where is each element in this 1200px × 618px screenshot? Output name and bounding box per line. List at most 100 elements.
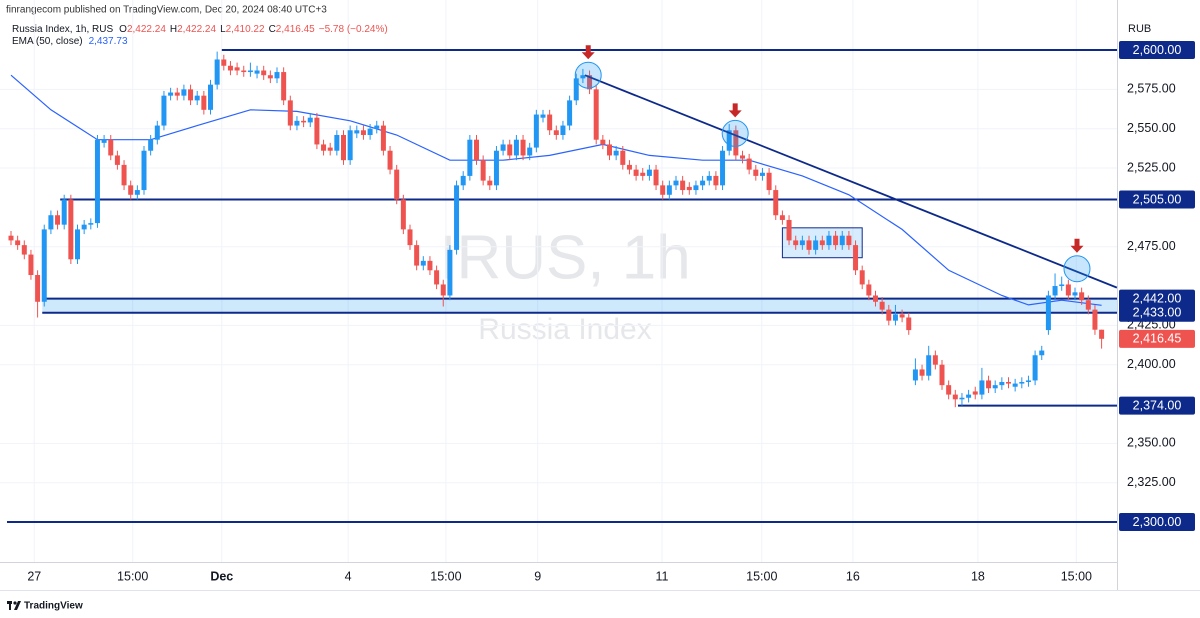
candle-body [520, 139, 526, 156]
candle-body [201, 95, 207, 110]
candle-body [447, 249, 453, 296]
ohlc-value: 2,422.24 [177, 24, 216, 35]
indicator-value: 2,437.73 [89, 36, 128, 47]
y-tick-label: 2,575.00 [1127, 82, 1176, 96]
brand-logo [7, 601, 21, 610]
candle-body [1079, 292, 1085, 301]
candle-body [161, 95, 167, 126]
candle-body [121, 164, 127, 186]
candle-body [1012, 383, 1018, 387]
ema-line [10, 74, 1102, 306]
x-tick-label: 15:00 [430, 569, 461, 583]
candle-body [992, 385, 998, 389]
candle-body [1006, 382, 1011, 384]
level-label: 2,600.00 [1133, 43, 1182, 57]
level-label: 2,374.00 [1133, 398, 1182, 412]
candle-body [174, 92, 180, 96]
candle-body [68, 199, 74, 260]
candle-body [55, 215, 61, 225]
candle-body [134, 190, 140, 195]
candle-body [547, 114, 553, 131]
candle-body [81, 224, 87, 230]
candle-body [274, 72, 280, 79]
candle-body [640, 172, 646, 176]
support-zone [42, 298, 1117, 313]
candle-body [227, 65, 233, 71]
candle-body [8, 235, 14, 241]
candle-body [706, 175, 712, 181]
candle-body [407, 229, 413, 246]
candle-body [48, 215, 54, 230]
level-label: 2,442.00 [1133, 291, 1182, 305]
candle-body [287, 100, 293, 126]
candle-body [593, 89, 599, 140]
candle-body [194, 95, 200, 101]
candle-body [839, 235, 845, 246]
candle-body [114, 155, 120, 165]
candle-body [833, 235, 839, 246]
candle-body [932, 355, 938, 365]
candle-body [1072, 292, 1078, 296]
candle-body [1059, 284, 1065, 287]
ohlc-key: O [119, 24, 127, 35]
candle-body [713, 175, 719, 186]
candle-body [773, 190, 779, 216]
candle-body [726, 130, 732, 151]
candle-body [753, 169, 759, 176]
candle-body [766, 172, 772, 191]
candle-body [560, 125, 566, 135]
trendline [584, 74, 1118, 289]
candle-body [188, 89, 194, 101]
candle-body [966, 394, 972, 398]
candle-body [939, 364, 945, 386]
candle-body [686, 186, 692, 191]
candle-body [999, 382, 1005, 386]
watermark: IRUS, 1h [439, 223, 691, 292]
candle-body [460, 175, 466, 186]
candle-body [580, 75, 586, 79]
candle-body [294, 120, 300, 126]
candle-body [327, 147, 333, 151]
candle-body [799, 240, 805, 246]
candle-body [208, 84, 213, 110]
candle-body [387, 150, 393, 170]
candle-body [41, 229, 47, 302]
indicator-name: EMA (50, close) [12, 36, 83, 47]
candle-body [733, 130, 739, 156]
candle-body [334, 134, 340, 151]
candle-body [247, 70, 253, 73]
candle-body [620, 150, 626, 165]
ohlc-value: 2,410.22 [226, 24, 265, 35]
y-tick-label: 2,325.00 [1127, 475, 1176, 489]
candle-body [700, 180, 706, 186]
level-label-box [1119, 396, 1195, 415]
level-label: 2,300.00 [1133, 515, 1182, 529]
candle-body [879, 301, 885, 310]
candle-body [806, 240, 812, 250]
y-tick-label: 2,550.00 [1127, 121, 1176, 135]
candle-body [740, 155, 745, 159]
candle-body [1065, 284, 1071, 296]
candle-body [321, 144, 327, 151]
candle-body [440, 284, 446, 296]
level-label-box [1119, 303, 1195, 322]
candle-body [899, 314, 905, 318]
candle-body [540, 114, 546, 118]
candle-body [746, 158, 752, 170]
candle-body [919, 369, 925, 376]
candle-body [507, 144, 513, 156]
publisher: finrangecom published on TradingView.com… [6, 5, 327, 16]
candle-body [434, 270, 440, 285]
candle-body [254, 70, 260, 74]
candle-body [607, 144, 612, 156]
candle-body [613, 150, 619, 156]
candle-body [1025, 380, 1031, 383]
candle-body [779, 215, 785, 220]
candle-body [972, 391, 978, 395]
level-label-box [1119, 513, 1195, 532]
candle-body [108, 139, 114, 156]
candle-body [354, 130, 360, 134]
candle-body [281, 72, 287, 101]
candle-body [553, 130, 559, 135]
candle-body [693, 185, 699, 191]
